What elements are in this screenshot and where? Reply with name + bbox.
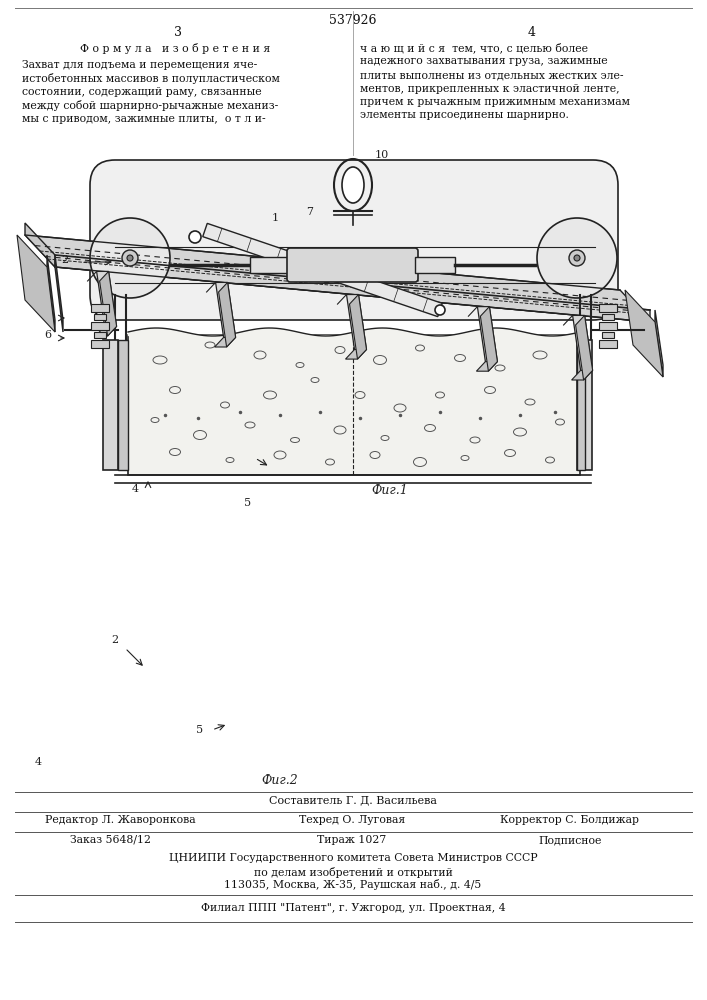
Text: Ф о р м у л а   и з о б р е т е н и я: Ф о р м у л а и з о б р е т е н и я (80, 42, 270, 53)
Bar (103, 340, 118, 470)
Text: элементы присоединены шарнирно.: элементы присоединены шарнирно. (360, 110, 569, 120)
Circle shape (122, 250, 138, 266)
Text: 113035, Москва, Ж-35, Раушская наб., д. 4/5: 113035, Москва, Ж-35, Раушская наб., д. … (224, 879, 481, 890)
Polygon shape (575, 315, 592, 380)
Polygon shape (47, 255, 55, 332)
FancyBboxPatch shape (91, 322, 109, 330)
Polygon shape (97, 271, 117, 326)
Text: ЦНИИПИ Государственного комитета Совета Министров СССР: ЦНИИПИ Государственного комитета Совета … (169, 853, 537, 863)
Text: Захват для подъема и перемещения яче-: Захват для подъема и перемещения яче- (22, 60, 257, 70)
Bar (128, 335, 580, 475)
Polygon shape (100, 271, 117, 336)
Text: Фиг.1: Фиг.1 (372, 484, 409, 496)
Text: причем к рычажным прижимным механизмам: причем к рычажным прижимным механизмам (360, 97, 630, 107)
FancyBboxPatch shape (599, 304, 617, 312)
Text: 5: 5 (197, 725, 204, 735)
Text: 5: 5 (245, 498, 252, 508)
FancyBboxPatch shape (287, 248, 418, 282)
FancyBboxPatch shape (599, 340, 617, 348)
Polygon shape (95, 326, 117, 336)
Text: ментов, прикрепленных к эластичной ленте,: ментов, прикрепленных к эластичной ленте… (360, 84, 619, 94)
Polygon shape (625, 290, 663, 377)
Text: плиты выполнены из отдельных жестких эле-: плиты выполнены из отдельных жестких эле… (360, 70, 624, 80)
FancyBboxPatch shape (599, 322, 617, 330)
Circle shape (569, 250, 585, 266)
Text: ч а ю щ и й с я  тем, что, с целью более: ч а ю щ и й с я тем, что, с целью более (360, 43, 588, 53)
Text: Фиг.2: Фиг.2 (262, 774, 298, 786)
Text: истобетонных массивов в полупластическом: истобетонных массивов в полупластическом (22, 73, 280, 84)
Text: Техред О. Луговая: Техред О. Луговая (299, 815, 405, 825)
FancyBboxPatch shape (602, 332, 614, 338)
Bar (577, 340, 592, 470)
Text: мы с приводом, зажимные плиты,  о т л и-: мы с приводом, зажимные плиты, о т л и- (22, 114, 266, 124)
Text: 1: 1 (271, 213, 279, 223)
Polygon shape (25, 235, 650, 322)
Circle shape (537, 218, 617, 298)
Text: Подписное: Подписное (538, 835, 602, 845)
Text: 4: 4 (35, 757, 42, 767)
Text: Корректор С. Болдижар: Корректор С. Болдижар (501, 815, 640, 825)
FancyBboxPatch shape (415, 257, 455, 273)
Text: 537926: 537926 (329, 13, 377, 26)
Polygon shape (215, 337, 235, 347)
Text: Заказ 5648/12: Заказ 5648/12 (69, 835, 151, 845)
Bar (118, 340, 128, 470)
Text: Тираж 1027: Тираж 1027 (317, 835, 387, 845)
Polygon shape (346, 350, 366, 359)
Polygon shape (349, 294, 366, 359)
Text: 4: 4 (528, 25, 536, 38)
Circle shape (189, 231, 201, 243)
Polygon shape (55, 255, 63, 332)
Circle shape (90, 218, 170, 298)
Polygon shape (218, 282, 235, 347)
Bar (577, 340, 585, 470)
Text: 2: 2 (62, 255, 69, 265)
FancyBboxPatch shape (602, 314, 614, 320)
Text: между собой шарнирно-рычажные механиз-: между собой шарнирно-рычажные механиз- (22, 100, 279, 111)
Polygon shape (17, 235, 55, 332)
Polygon shape (571, 370, 592, 380)
Polygon shape (216, 282, 235, 337)
Text: 10: 10 (375, 150, 390, 160)
Polygon shape (25, 223, 55, 267)
FancyBboxPatch shape (94, 314, 106, 320)
Text: Составитель Г. Д. Васильева: Составитель Г. Д. Васильева (269, 795, 437, 805)
Polygon shape (203, 223, 443, 317)
Circle shape (574, 255, 580, 261)
Text: 3: 3 (45, 310, 52, 320)
Text: надежного захватывания груза, зажимные: надежного захватывания груза, зажимные (360, 56, 607, 66)
Circle shape (435, 305, 445, 315)
FancyBboxPatch shape (94, 332, 106, 338)
Text: 7: 7 (307, 207, 313, 217)
Text: 6: 6 (45, 330, 52, 340)
Polygon shape (573, 315, 592, 370)
Text: по делам изобретений и открытий: по делам изобретений и открытий (254, 866, 452, 878)
Polygon shape (477, 307, 498, 362)
FancyBboxPatch shape (90, 160, 618, 320)
Text: 4: 4 (132, 484, 139, 494)
FancyBboxPatch shape (91, 340, 109, 348)
Ellipse shape (342, 167, 364, 203)
Text: 3: 3 (174, 25, 182, 38)
Polygon shape (477, 362, 498, 371)
Polygon shape (55, 255, 650, 322)
Polygon shape (655, 310, 663, 377)
Polygon shape (480, 307, 498, 371)
Text: 2: 2 (112, 635, 119, 645)
FancyBboxPatch shape (91, 304, 109, 312)
Text: Филиал ППП "Патент", г. Ужгород, ул. Проектная, 4: Филиал ППП "Патент", г. Ужгород, ул. Про… (201, 903, 506, 913)
Circle shape (127, 255, 133, 261)
Polygon shape (346, 294, 366, 350)
Text: состоянии, содержащий раму, связанные: состоянии, содержащий раму, связанные (22, 87, 262, 97)
FancyBboxPatch shape (250, 257, 290, 273)
Text: Редактор Л. Жаворонкова: Редактор Л. Жаворонкова (45, 815, 195, 825)
